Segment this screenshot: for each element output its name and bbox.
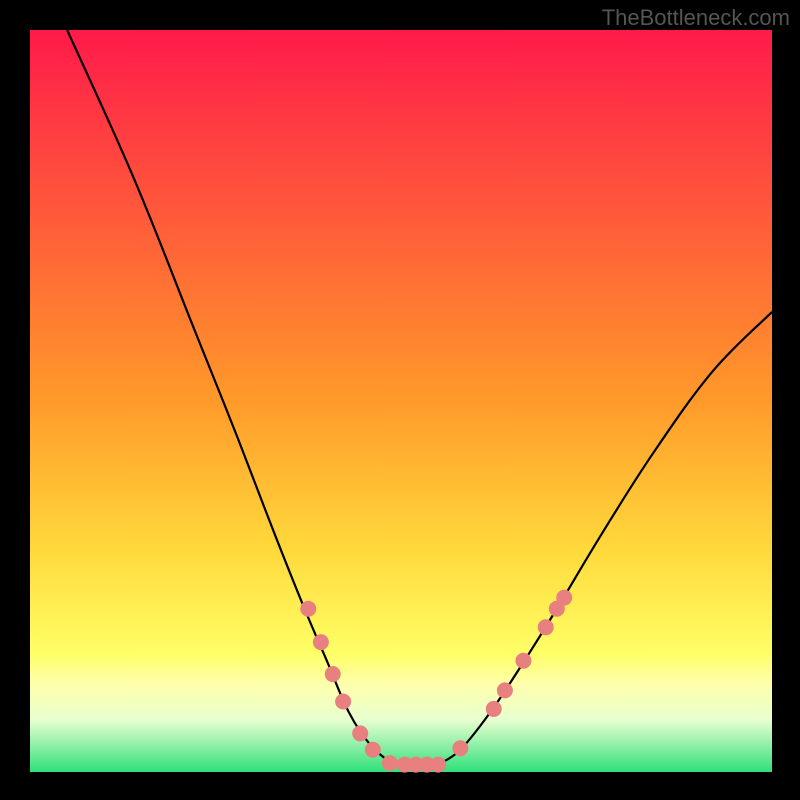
left-curve — [67, 30, 393, 765]
data-marker — [325, 666, 341, 682]
data-marker — [382, 755, 398, 771]
data-marker — [365, 742, 381, 758]
data-marker — [486, 701, 502, 717]
data-marker — [556, 590, 572, 606]
data-marker — [452, 740, 468, 756]
bottleneck-curve-chart — [30, 30, 772, 772]
data-marker — [515, 653, 531, 669]
data-markers-group — [300, 590, 572, 773]
chart-plot-area — [30, 30, 772, 772]
data-marker — [300, 601, 316, 617]
data-marker — [313, 634, 329, 650]
right-curve — [438, 312, 772, 765]
data-marker — [538, 619, 554, 635]
data-marker — [335, 694, 351, 710]
data-marker — [497, 682, 513, 698]
data-marker — [430, 757, 446, 773]
watermark-text: TheBottleneck.com — [602, 5, 790, 31]
data-marker — [352, 725, 368, 741]
